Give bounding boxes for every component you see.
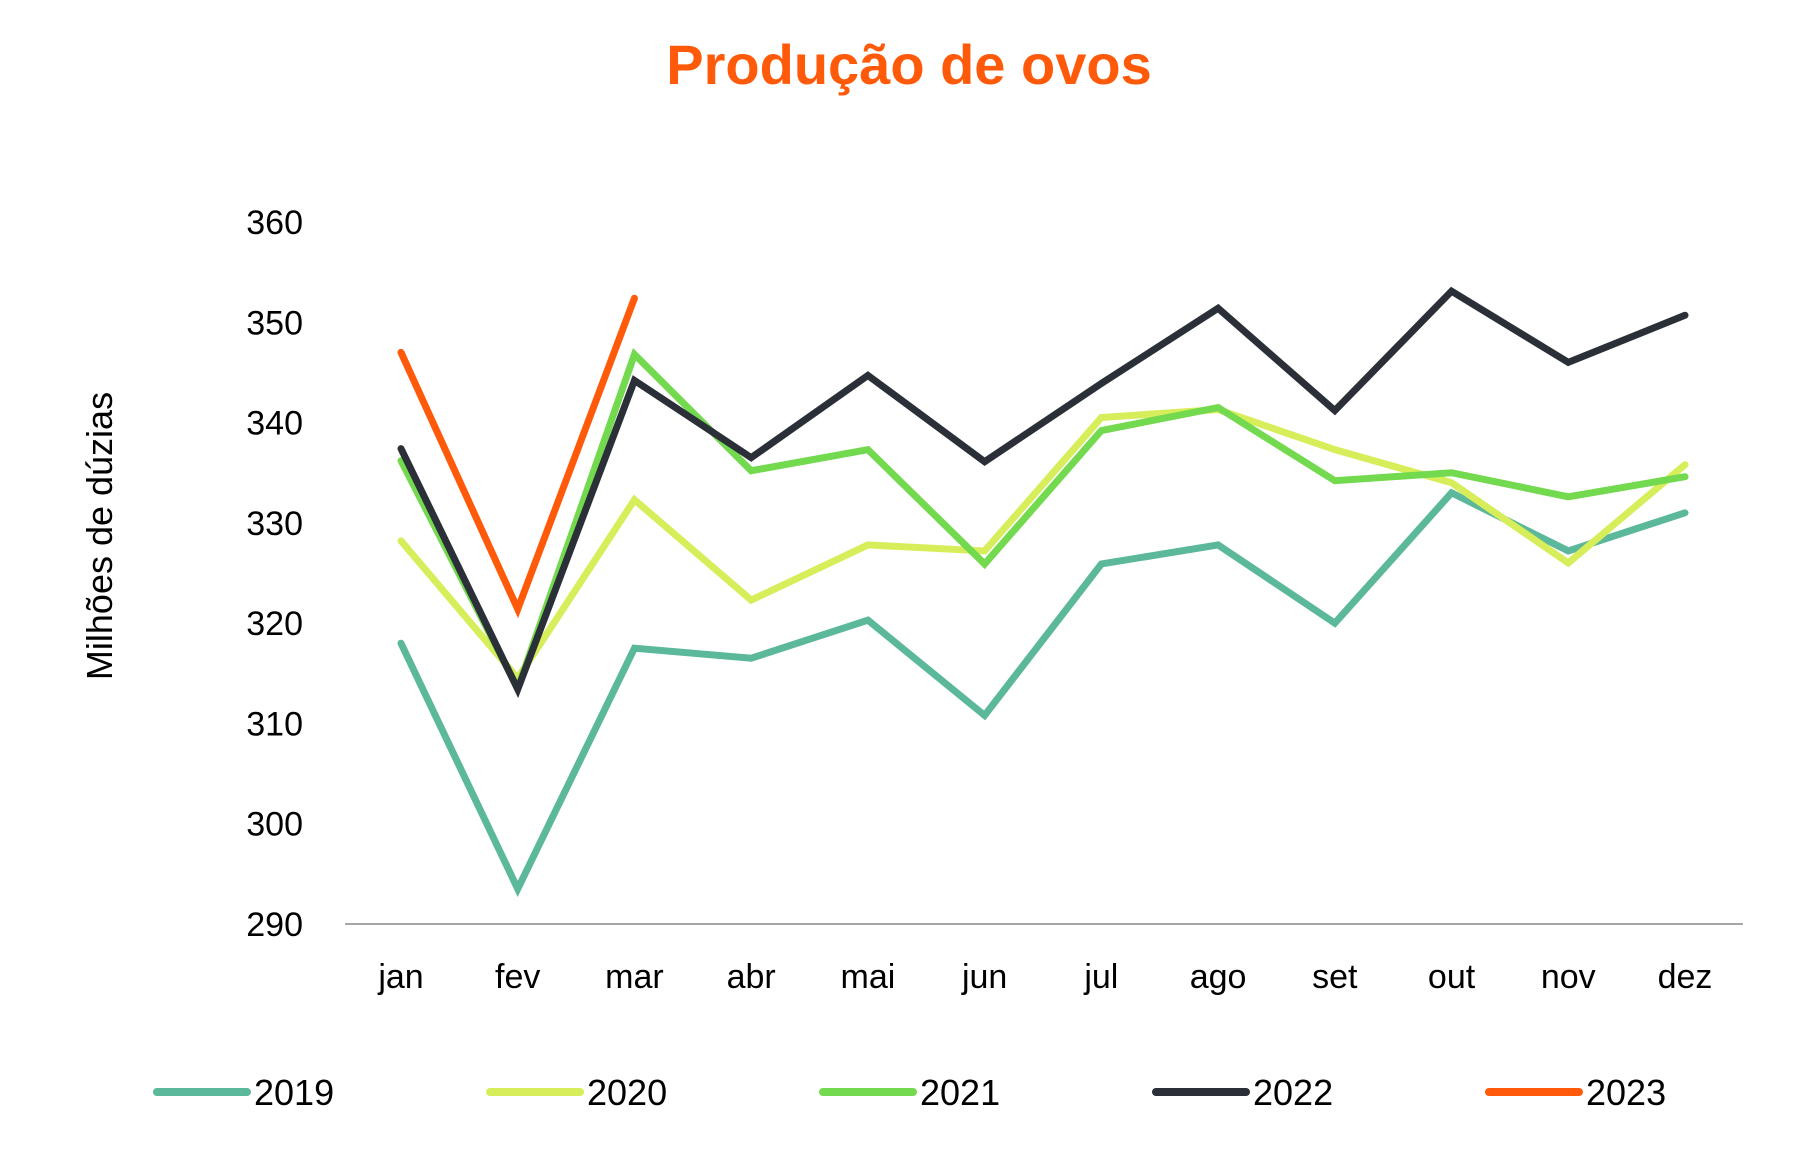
legend: 2019 2020 2021 2022 2023 [153, 1072, 1666, 1113]
x-tick-label-jan: jan [377, 958, 423, 996]
x-tick-label-out: out [1428, 958, 1476, 996]
y-tick-label: 320 [246, 605, 303, 643]
x-tick-label-fev: fev [495, 958, 540, 996]
series-line-2022 [397, 286, 1689, 699]
y-tick-label: 340 [246, 405, 303, 443]
legend-label-2023: 2023 [1586, 1072, 1666, 1113]
y-tick-label: 300 [246, 806, 303, 844]
y-axis-label: Milhões de dúzias [79, 392, 120, 680]
x-tick-label-mar: mar [605, 958, 664, 996]
series-line-2020 [397, 405, 1689, 685]
y-tick-label: 330 [246, 505, 303, 543]
y-tick-label: 290 [246, 906, 303, 944]
x-axis-ticks: jan fev mar abr mai jun jul ago set out nov dez [377, 958, 1712, 996]
legend-label-2022: 2022 [1253, 1072, 1333, 1113]
x-tick-label-ago: ago [1190, 958, 1247, 996]
x-tick-label-dez: dez [1658, 958, 1713, 996]
y-axis-ticks: 290 300 310 320 330 340 350 360 [246, 204, 303, 944]
legend-label-2021: 2021 [920, 1072, 1000, 1113]
x-tick-label-set: set [1312, 958, 1358, 996]
x-tick-label-jun: jun [961, 958, 1007, 996]
chart-title: Produção de ovos [666, 33, 1151, 96]
y-tick-label: 360 [246, 204, 303, 242]
series-line-2023 [397, 294, 638, 619]
x-tick-label-abr: abr [727, 958, 776, 996]
series-line-2019 [397, 488, 1689, 897]
legend-label-2019: 2019 [254, 1072, 334, 1113]
series-line-2021 [397, 347, 1689, 698]
x-tick-label-jul: jul [1083, 958, 1118, 996]
series-lines [397, 286, 1689, 897]
y-tick-label: 310 [246, 705, 303, 743]
y-tick-label: 350 [246, 304, 303, 342]
x-tick-label-mai: mai [841, 958, 896, 996]
legend-label-2020: 2020 [587, 1072, 667, 1113]
x-tick-label-nov: nov [1541, 958, 1596, 996]
